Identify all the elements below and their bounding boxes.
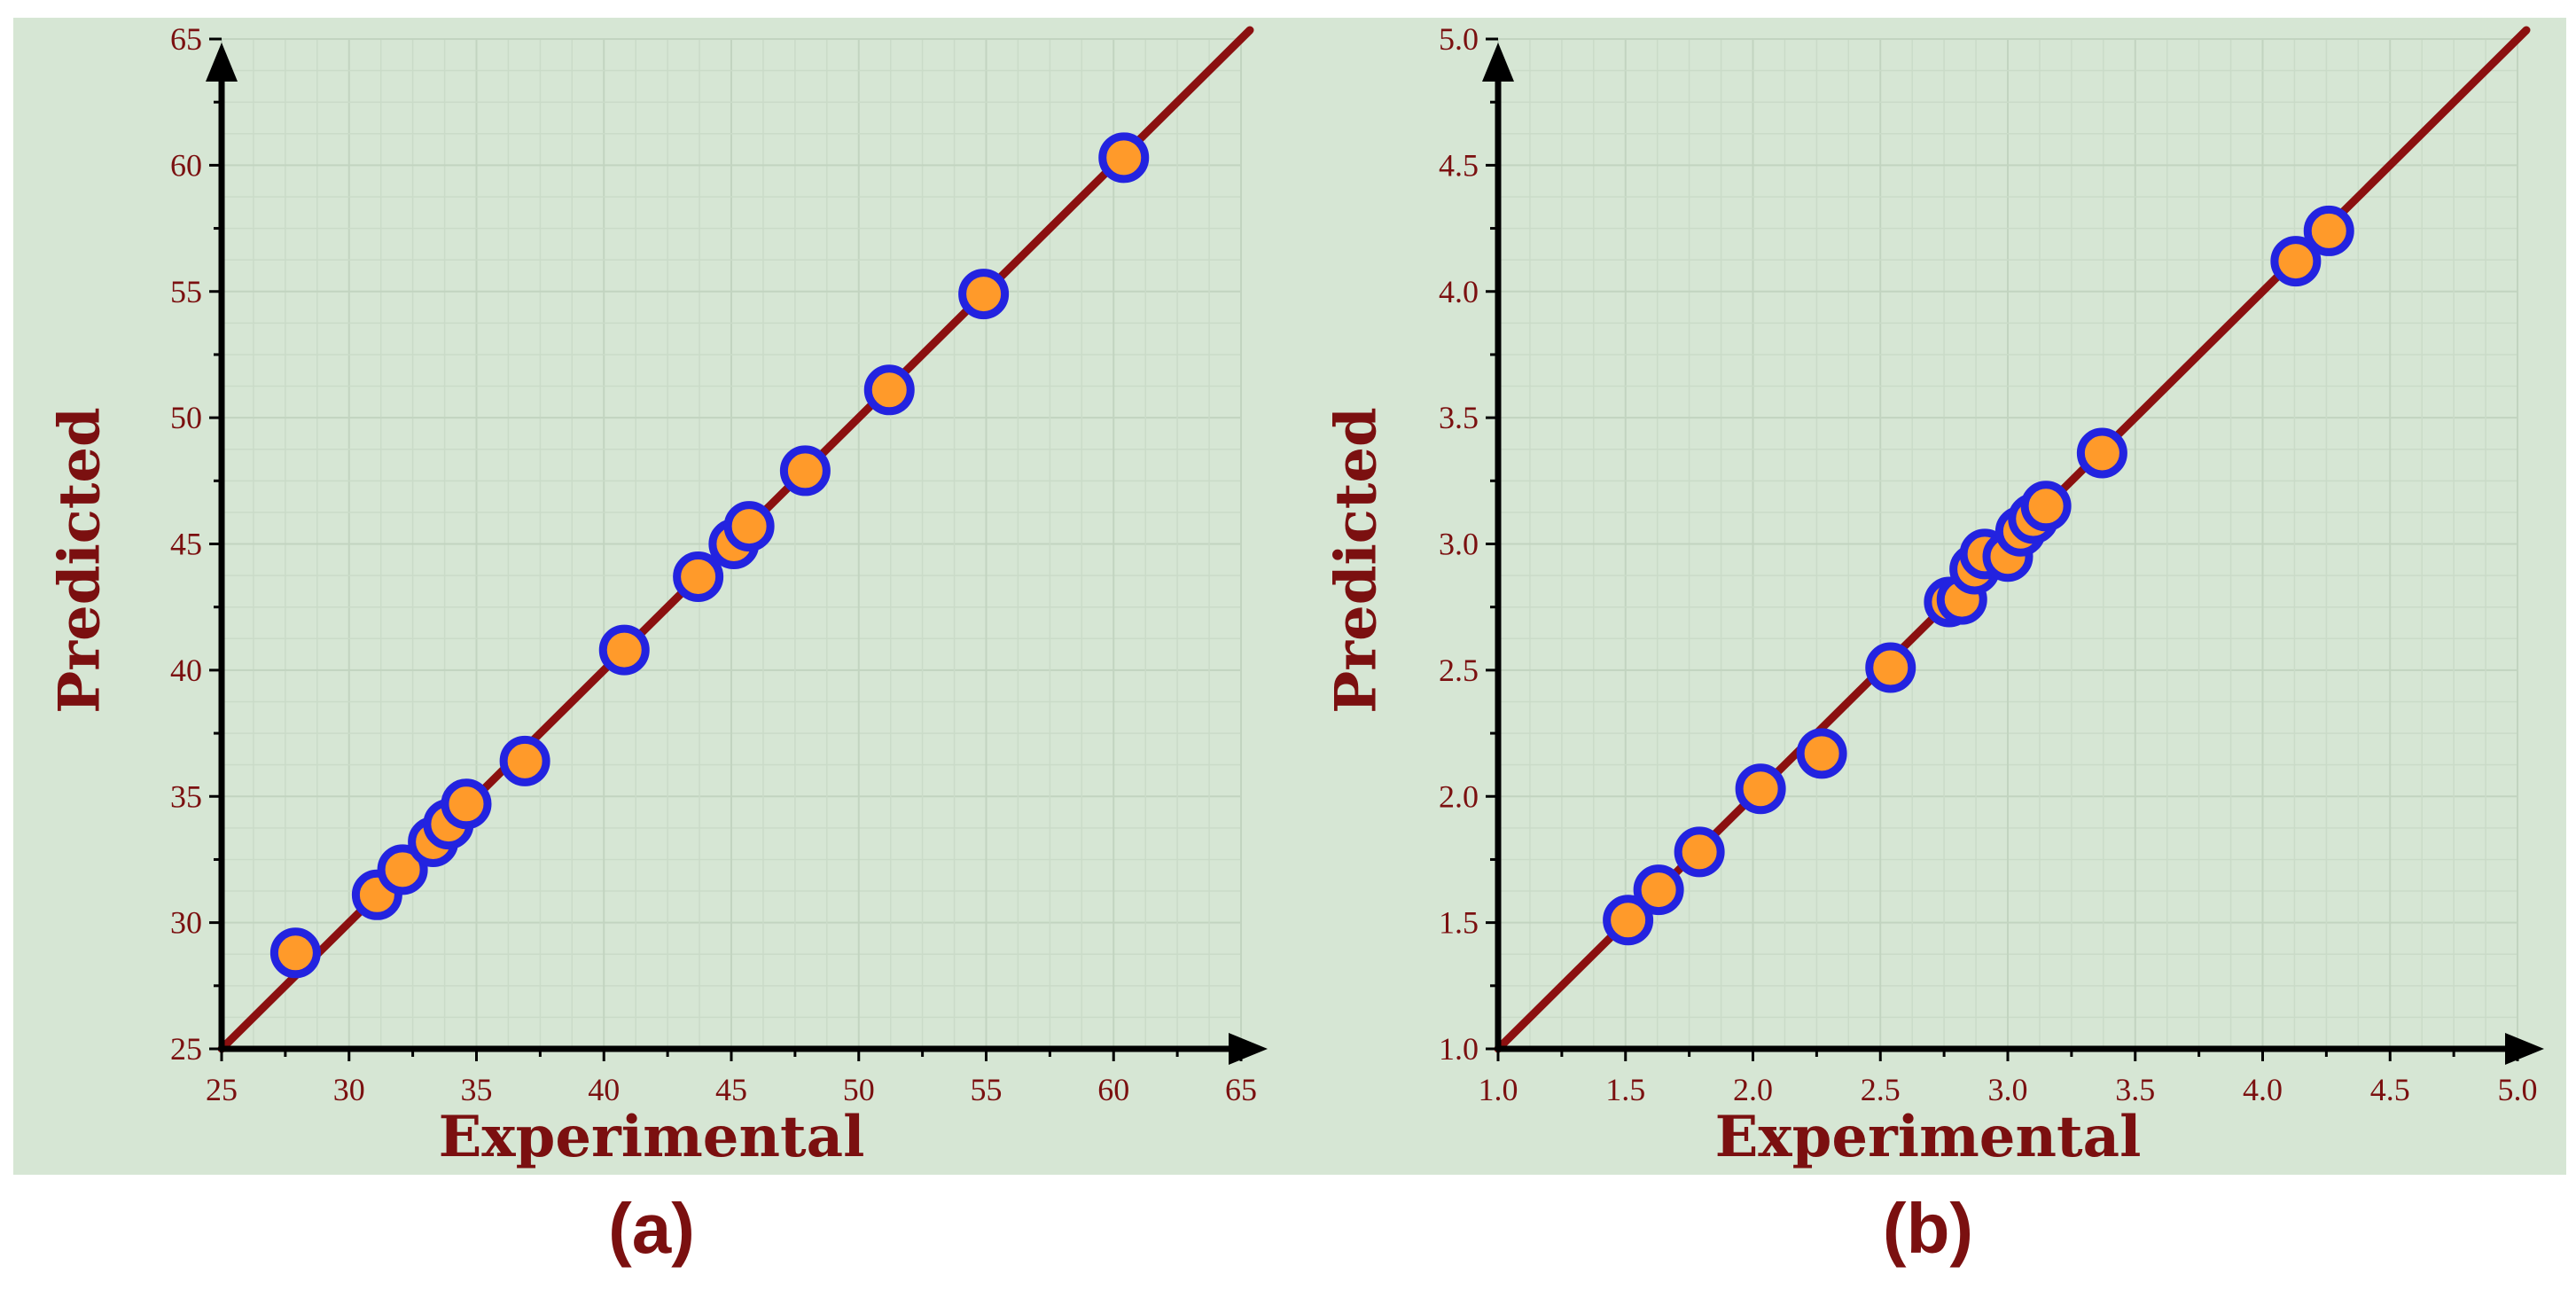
data-point — [1603, 895, 1654, 946]
panel-caption-b: (b) — [1882, 1189, 1974, 1268]
y-tick-label: 2.5 — [1439, 653, 1479, 688]
data-point — [2303, 205, 2354, 256]
axes-a: 25 30 35 40 45 50 55 60 65 25 30 35 40 45 50 55 60 65 — [170, 21, 1268, 1107]
y-tick-label: 4.5 — [1439, 147, 1479, 183]
y-tick-label: 2.0 — [1439, 778, 1479, 814]
scatter-plot-a: 25 30 35 40 45 50 55 60 65 25 30 35 40 45 50 55 60 65 — [170, 21, 1268, 1107]
data-point — [499, 735, 550, 786]
x-tick-label: 2.5 — [1861, 1072, 1901, 1107]
data-point — [723, 501, 775, 552]
y-tick-label: 3.0 — [1439, 527, 1479, 562]
x-tick-label: 3.0 — [1988, 1072, 2028, 1107]
x-tick-label: 35 — [461, 1072, 493, 1107]
panel-caption-a: (a) — [608, 1189, 695, 1268]
x-tick-label: 4.5 — [2370, 1072, 2410, 1107]
data-point — [269, 927, 321, 979]
y-tick-label: 60 — [170, 147, 202, 183]
y-tick-label: 45 — [170, 527, 202, 562]
y-tick-label: 40 — [170, 653, 202, 688]
x-tick-label: 25 — [206, 1072, 238, 1107]
data-point — [377, 844, 428, 895]
x-tick-label: 1.5 — [1605, 1072, 1645, 1107]
data-point — [1796, 728, 1847, 779]
x-tick-label: 30 — [333, 1072, 365, 1107]
y-tick-label: 25 — [170, 1031, 202, 1067]
y-tick-label: 4.0 — [1439, 274, 1479, 309]
y-tick-label: 35 — [170, 778, 202, 814]
y-tick-label: 1.5 — [1439, 905, 1479, 941]
y-tick-label: 3.5 — [1439, 400, 1479, 435]
data-point — [863, 364, 915, 416]
y-axis-label-a: Predicted — [46, 407, 113, 714]
x-axis-arrow — [2505, 1033, 2544, 1065]
y-axis-arrow — [1482, 43, 1514, 82]
data-point — [1633, 864, 1684, 916]
data-points-b — [1603, 205, 2354, 946]
x-tick-label: 50 — [843, 1072, 875, 1107]
y-tick-label: 50 — [170, 400, 202, 435]
data-point — [441, 778, 492, 830]
y-tick-label: 30 — [170, 905, 202, 941]
y-axis-label-b: Predicted — [1323, 407, 1390, 714]
data-point — [1865, 642, 1916, 693]
x-tick-label: 4.0 — [2243, 1072, 2283, 1107]
x-tick-label: 2.0 — [1733, 1072, 1773, 1107]
x-tick-label: 3.5 — [2115, 1072, 2155, 1107]
data-point — [2076, 427, 2127, 479]
data-point — [673, 551, 724, 603]
x-tick-label: 65 — [1225, 1072, 1257, 1107]
x-axis-label-b: Experimental — [1714, 1104, 2142, 1170]
y-tick-label: 55 — [170, 274, 202, 309]
data-point — [2020, 481, 2072, 532]
data-point — [598, 624, 650, 676]
x-tick-label: 55 — [971, 1072, 1003, 1107]
x-tick-label: 60 — [1097, 1072, 1129, 1107]
x-tick-label: 5.0 — [2498, 1072, 2538, 1107]
scatter-plot-b: 1.0 1.5 2.0 2.5 3.0 3.5 4.0 4.5 5.0 1.0 1.5 2.0 2.5 3… — [1439, 21, 2544, 1107]
x-tick-label: 45 — [715, 1072, 747, 1107]
chart-panel-a: 25 30 35 40 45 50 55 60 65 25 30 35 40 45 50 55 60 65 Pre… — [13, 18, 1290, 1175]
data-point — [958, 269, 1010, 320]
data-point — [1674, 826, 1725, 878]
axes-b: 1.0 1.5 2.0 2.5 3.0 3.5 4.0 4.5 5.0 1.0 1.5 2.0 2.5 3… — [1439, 21, 2544, 1107]
data-points-a — [269, 132, 1150, 979]
x-axis-label-a: Experimental — [438, 1104, 865, 1170]
x-tick-label: 40 — [588, 1072, 620, 1107]
data-point — [2270, 236, 2322, 287]
data-point — [779, 445, 831, 496]
chart-panel-b: 1.0 1.5 2.0 2.5 3.0 3.5 4.0 4.5 5.0 1.0 1.5 2.0 2.5 3… — [1290, 18, 2566, 1175]
y-tick-label: 1.0 — [1439, 1031, 1479, 1067]
y-tick-label: 65 — [170, 21, 202, 57]
y-tick-label: 5.0 — [1439, 21, 1479, 57]
y-axis-arrow — [206, 43, 238, 82]
x-axis-arrow — [1229, 1033, 1268, 1065]
x-tick-label: 1.0 — [1479, 1072, 1518, 1107]
data-point — [1735, 763, 1786, 815]
data-point — [1098, 132, 1150, 184]
